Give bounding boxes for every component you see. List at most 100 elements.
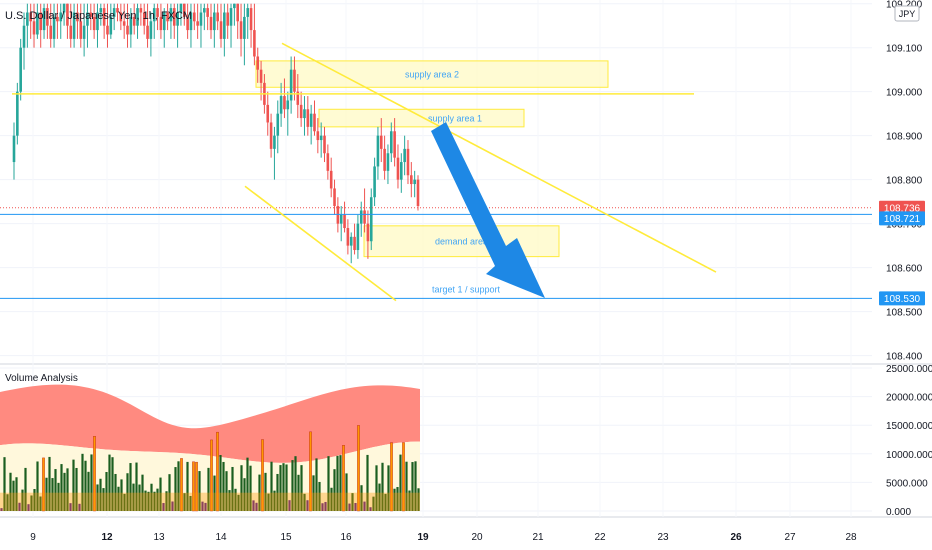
candle[interactable] xyxy=(206,3,209,31)
candle[interactable] xyxy=(313,100,316,136)
candle[interactable] xyxy=(112,3,116,31)
candle[interactable] xyxy=(393,118,396,167)
candle[interactable] xyxy=(56,3,59,39)
trendline-lower-channel[interactable] xyxy=(244,185,397,302)
zone-1[interactable] xyxy=(255,60,609,88)
candle[interactable] xyxy=(359,201,363,237)
candle[interactable] xyxy=(329,157,333,198)
candle[interactable] xyxy=(136,3,139,39)
candle[interactable] xyxy=(139,3,143,26)
candle[interactable] xyxy=(42,3,46,39)
candle[interactable] xyxy=(146,3,149,48)
candle[interactable] xyxy=(132,3,136,35)
currency-badge[interactable] xyxy=(894,5,920,22)
candle[interactable] xyxy=(389,122,393,163)
candle[interactable] xyxy=(323,126,326,163)
zone-2[interactable] xyxy=(318,108,525,128)
candle[interactable] xyxy=(379,118,383,163)
candle[interactable] xyxy=(326,144,330,180)
candle[interactable] xyxy=(179,3,183,26)
candle[interactable] xyxy=(152,3,156,39)
candle[interactable] xyxy=(216,3,219,31)
candle[interactable] xyxy=(403,135,406,176)
candle[interactable] xyxy=(243,3,246,66)
candle[interactable] xyxy=(406,140,410,185)
candle[interactable] xyxy=(149,12,153,57)
candle[interactable] xyxy=(396,144,400,189)
candle[interactable] xyxy=(182,3,186,26)
candle[interactable] xyxy=(166,3,169,31)
candle[interactable] xyxy=(343,201,346,233)
candle[interactable] xyxy=(276,100,280,154)
candle[interactable] xyxy=(96,3,99,48)
candle[interactable] xyxy=(283,78,286,119)
candle[interactable] xyxy=(369,188,373,251)
candle[interactable] xyxy=(316,118,320,154)
candle[interactable] xyxy=(39,3,43,48)
candle[interactable] xyxy=(236,3,240,39)
candle[interactable] xyxy=(176,3,179,48)
candle[interactable] xyxy=(32,3,36,48)
candle[interactable] xyxy=(82,3,86,57)
candle[interactable] xyxy=(92,3,96,39)
candle[interactable] xyxy=(299,91,303,127)
candle[interactable] xyxy=(66,3,69,39)
candle[interactable] xyxy=(169,3,173,39)
candle[interactable] xyxy=(186,3,189,39)
candle[interactable] xyxy=(400,153,403,193)
candle[interactable] xyxy=(199,3,203,48)
candle[interactable] xyxy=(192,3,196,31)
candle[interactable] xyxy=(59,3,63,39)
candle[interactable] xyxy=(286,91,290,136)
candle[interactable] xyxy=(109,3,113,39)
candle[interactable] xyxy=(102,3,106,39)
candle[interactable] xyxy=(410,162,413,198)
candle[interactable] xyxy=(162,8,166,48)
candle[interactable] xyxy=(203,3,206,31)
candle[interactable] xyxy=(79,3,83,48)
candle[interactable] xyxy=(386,144,390,185)
candle[interactable] xyxy=(296,74,300,119)
candle[interactable] xyxy=(269,113,273,158)
candle[interactable] xyxy=(273,126,276,180)
candle[interactable] xyxy=(69,3,73,48)
candle[interactable] xyxy=(156,3,159,31)
candle[interactable] xyxy=(196,3,199,39)
candle[interactable] xyxy=(249,3,253,48)
candle[interactable] xyxy=(129,8,133,48)
candle[interactable] xyxy=(319,122,323,158)
candle[interactable] xyxy=(279,82,283,127)
candle[interactable] xyxy=(99,3,103,26)
candle[interactable] xyxy=(413,170,416,198)
candle[interactable] xyxy=(349,232,353,264)
candle[interactable] xyxy=(16,82,19,145)
candle[interactable] xyxy=(363,188,366,233)
candle[interactable] xyxy=(246,3,250,39)
candle[interactable] xyxy=(122,3,126,39)
candle[interactable] xyxy=(106,3,109,48)
candle[interactable] xyxy=(289,56,293,114)
candle[interactable] xyxy=(309,104,313,145)
candle[interactable] xyxy=(26,3,29,48)
candle[interactable] xyxy=(29,3,32,39)
candle[interactable] xyxy=(62,3,66,26)
candle[interactable] xyxy=(266,91,270,136)
candle[interactable] xyxy=(333,179,336,215)
candle[interactable] xyxy=(256,47,260,83)
candle[interactable] xyxy=(159,3,163,39)
candle[interactable] xyxy=(219,3,223,48)
candle[interactable] xyxy=(223,3,226,57)
candle[interactable] xyxy=(226,3,229,39)
candle[interactable] xyxy=(52,3,56,48)
candle[interactable] xyxy=(416,175,420,211)
candle[interactable] xyxy=(72,3,76,48)
candle[interactable] xyxy=(233,3,236,26)
candle[interactable] xyxy=(172,3,176,39)
candle[interactable] xyxy=(46,3,49,39)
candle[interactable] xyxy=(356,214,360,259)
candle[interactable] xyxy=(373,157,376,207)
candle[interactable] xyxy=(116,3,119,22)
candle[interactable] xyxy=(346,219,350,255)
candle[interactable] xyxy=(76,3,79,39)
